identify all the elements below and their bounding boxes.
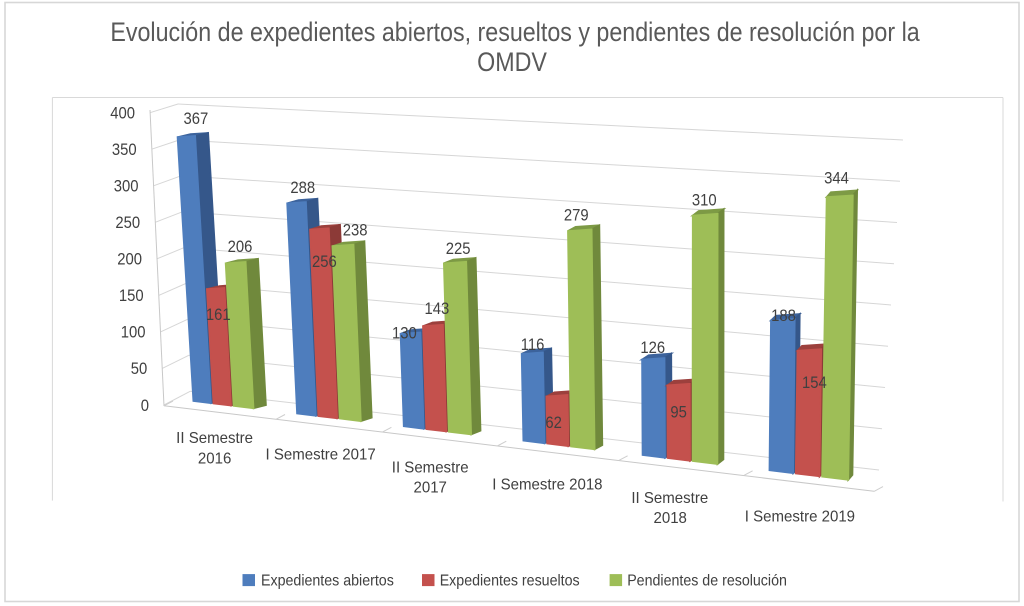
svg-text:II Semestre: II Semestre xyxy=(392,459,469,477)
svg-text:Evolución de expedientes abier: Evolución de expedientes abiertos, resue… xyxy=(110,17,920,47)
svg-text:Pendientes de resolución: Pendientes de resolución xyxy=(627,572,787,590)
svg-text:62: 62 xyxy=(545,414,562,432)
svg-text:200: 200 xyxy=(117,251,142,269)
svg-text:2018: 2018 xyxy=(653,509,686,527)
svg-text:350: 350 xyxy=(112,141,137,159)
svg-text:288: 288 xyxy=(290,179,315,197)
svg-text:143: 143 xyxy=(425,301,450,319)
svg-text:150: 150 xyxy=(119,288,144,306)
svg-text:344: 344 xyxy=(824,170,849,188)
svg-text:188: 188 xyxy=(771,307,796,325)
svg-text:0: 0 xyxy=(141,397,150,415)
svg-text:126: 126 xyxy=(640,339,665,357)
svg-text:256: 256 xyxy=(312,253,337,271)
svg-text:300: 300 xyxy=(114,178,139,196)
svg-text:2016: 2016 xyxy=(198,450,231,468)
svg-text:I Semestre 2018: I Semestre 2018 xyxy=(492,476,602,494)
svg-text:130: 130 xyxy=(392,325,417,343)
svg-text:238: 238 xyxy=(343,222,368,240)
svg-text:Expedientes resueltos: Expedientes resueltos xyxy=(440,572,580,590)
svg-text:II Semestre: II Semestre xyxy=(631,489,708,507)
svg-text:100: 100 xyxy=(121,324,146,342)
svg-text:206: 206 xyxy=(228,238,253,256)
svg-text:95: 95 xyxy=(670,404,687,422)
svg-text:Expedientes abiertos: Expedientes abiertos xyxy=(261,572,394,590)
svg-text:II Semestre: II Semestre xyxy=(176,430,253,448)
svg-text:367: 367 xyxy=(184,111,209,129)
svg-text:I Semestre 2019: I Semestre 2019 xyxy=(745,508,855,526)
svg-text:400: 400 xyxy=(110,105,135,123)
svg-text:154: 154 xyxy=(802,374,827,392)
svg-text:I Semestre 2017: I Semestre 2017 xyxy=(265,446,375,464)
svg-text:279: 279 xyxy=(564,207,589,225)
svg-text:225: 225 xyxy=(446,241,471,259)
svg-text:OMDV: OMDV xyxy=(477,47,547,77)
svg-text:310: 310 xyxy=(692,192,717,210)
svg-text:2017: 2017 xyxy=(413,479,446,497)
svg-text:50: 50 xyxy=(131,361,148,379)
svg-text:250: 250 xyxy=(115,214,140,232)
svg-text:161: 161 xyxy=(206,306,231,324)
svg-text:116: 116 xyxy=(521,336,545,354)
